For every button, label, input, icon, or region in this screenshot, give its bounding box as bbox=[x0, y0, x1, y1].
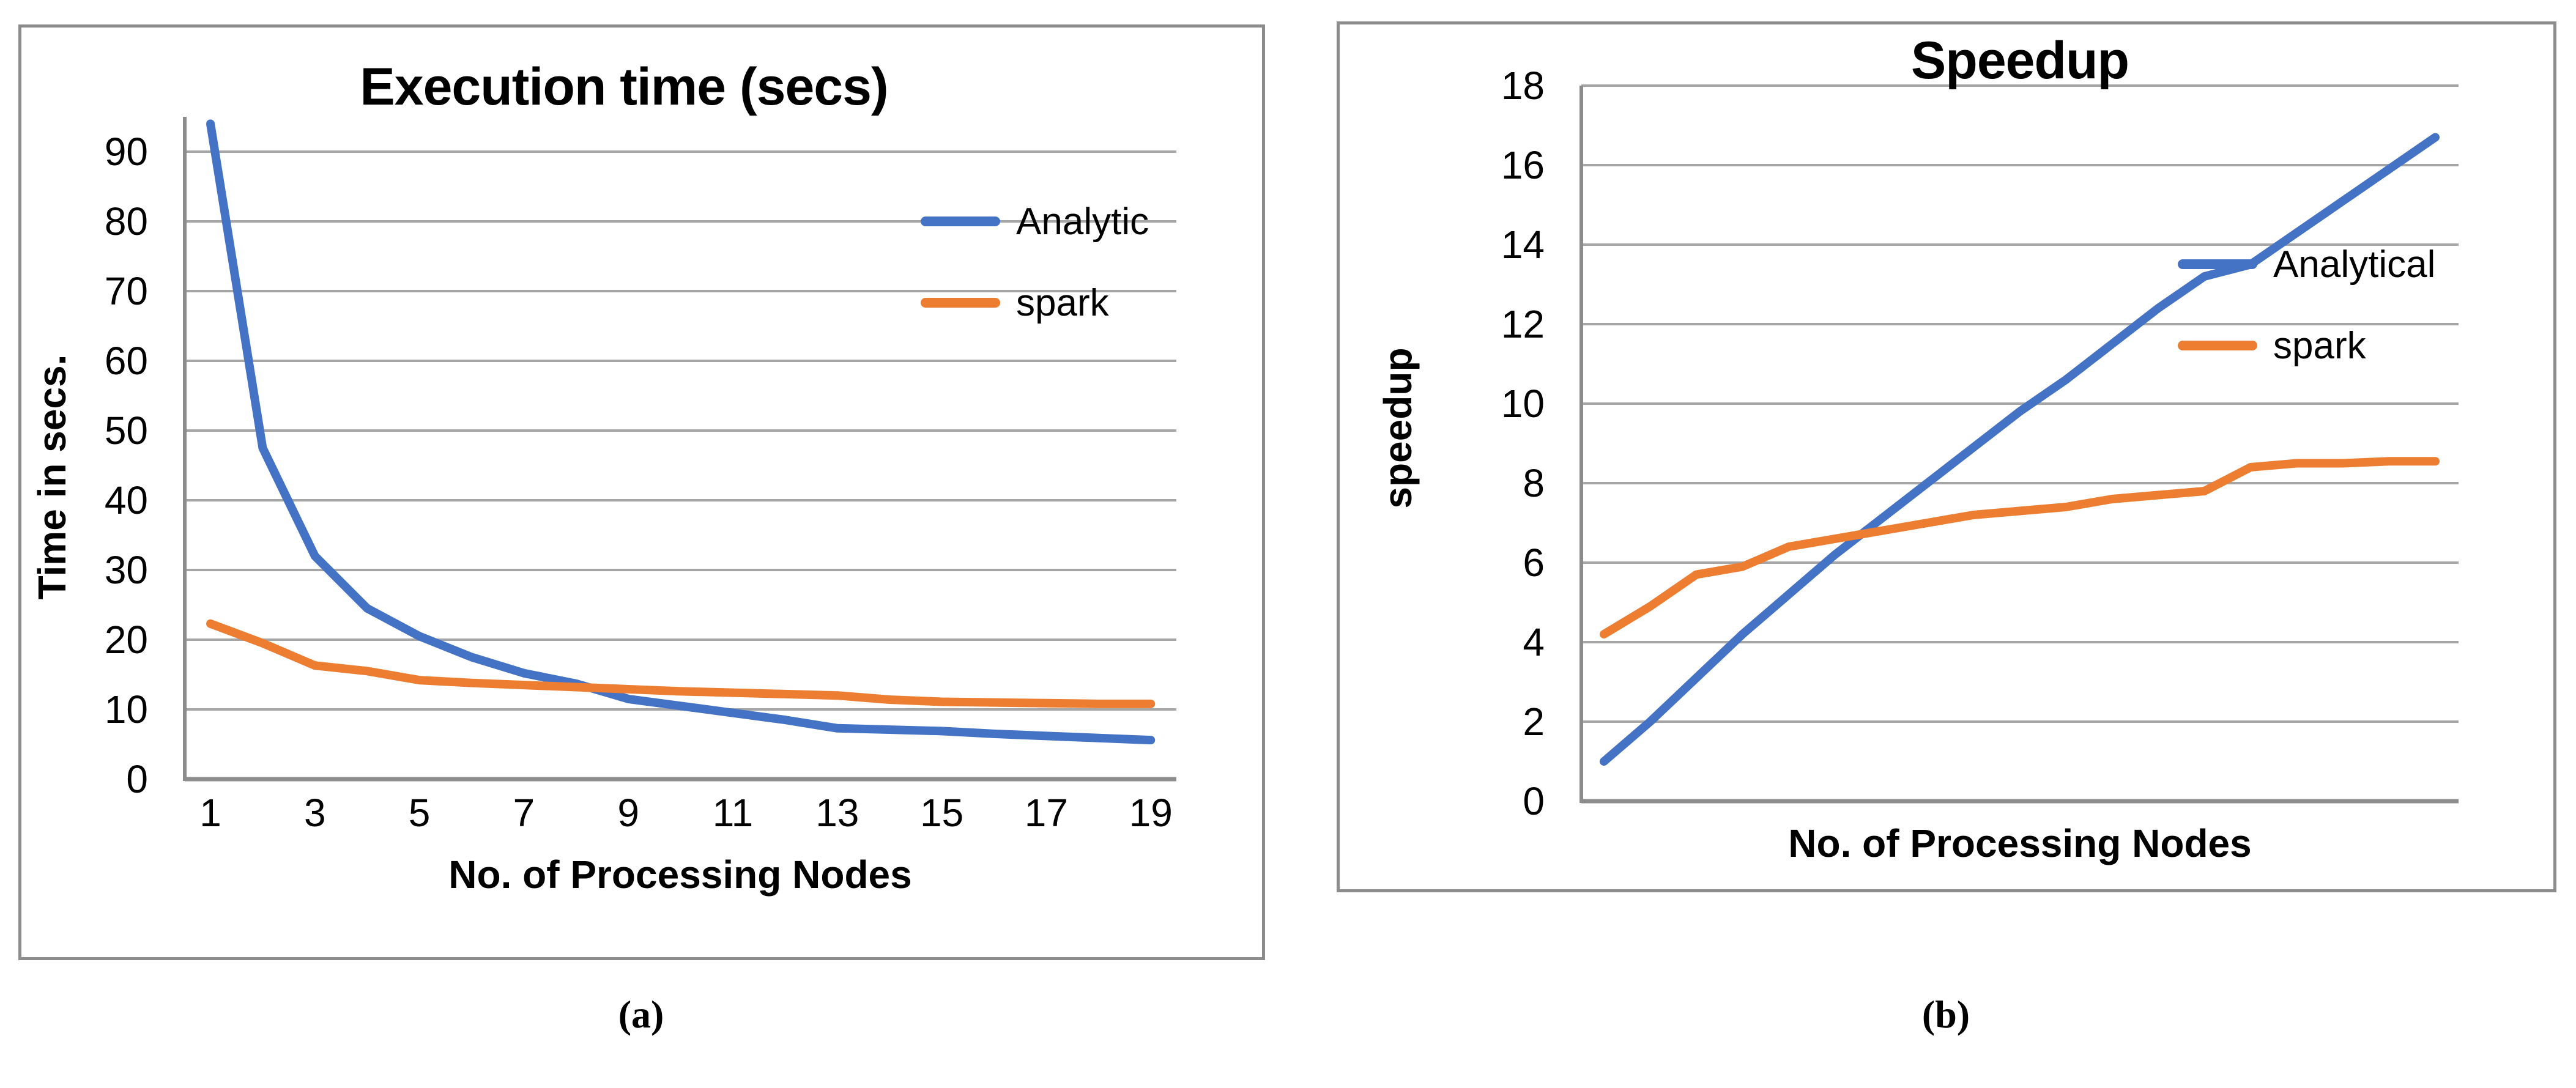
subfigure-caption-b: (b) bbox=[1921, 993, 1970, 1036]
y-tick-label: 90 bbox=[104, 130, 148, 174]
x-tick-label: 5 bbox=[408, 791, 431, 835]
spark-line-swatch bbox=[921, 298, 1000, 308]
speedup-y-axis-label: speedup bbox=[1376, 347, 1420, 509]
x-tick-label: 19 bbox=[1129, 791, 1173, 835]
legend-label: spark bbox=[2273, 324, 2366, 367]
execution-time-title: Execution time (secs) bbox=[360, 57, 888, 116]
speedup-x-axis-label: No. of Processing Nodes bbox=[1788, 821, 2252, 865]
y-tick-label: 30 bbox=[104, 548, 148, 592]
y-tick-label: 8 bbox=[1523, 461, 1545, 505]
legend-item-spark: spark bbox=[2178, 318, 2366, 373]
x-tick-label: 13 bbox=[815, 791, 859, 835]
analytical-line-swatch bbox=[2178, 259, 2257, 269]
execution-time-x-axis-label: No. of Processing Nodes bbox=[448, 853, 912, 897]
y-tick-label: 10 bbox=[1501, 382, 1545, 426]
legend-label: Analytical bbox=[2273, 243, 2436, 286]
series-line-spark bbox=[206, 619, 1156, 708]
y-tick-label: 70 bbox=[104, 269, 148, 313]
y-tick-label: 2 bbox=[1523, 700, 1545, 744]
y-tick-label: 0 bbox=[1523, 779, 1545, 823]
y-tick-label: 50 bbox=[104, 409, 148, 453]
execution-time-plot bbox=[183, 117, 1176, 782]
legend-item-spark: spark bbox=[921, 275, 1109, 330]
y-tick-label: 14 bbox=[1501, 223, 1545, 267]
x-tick-label: 17 bbox=[1024, 791, 1068, 835]
execution-time-chart-panel: Execution time (secs) Time in secs. No. … bbox=[18, 24, 1265, 960]
legend-item-analytic: Analytic bbox=[921, 194, 1149, 249]
y-tick-label: 0 bbox=[126, 757, 148, 801]
x-tick-label: 3 bbox=[304, 791, 326, 835]
x-tick-label: 15 bbox=[920, 791, 964, 835]
y-tick-label: 16 bbox=[1501, 143, 1545, 187]
y-tick-label: 80 bbox=[104, 199, 148, 243]
speedup-chart-panel: Speedup speedup No. of Processing Nodes … bbox=[1337, 21, 2556, 892]
x-tick-label: 7 bbox=[513, 791, 535, 835]
legend-item-analytical: Analytical bbox=[2178, 237, 2435, 292]
y-tick-label: 6 bbox=[1523, 541, 1545, 585]
y-tick-label: 18 bbox=[1501, 64, 1545, 108]
legend-label: spark bbox=[1016, 281, 1109, 324]
y-tick-label: 4 bbox=[1523, 620, 1545, 664]
x-tick-label: 9 bbox=[617, 791, 639, 835]
analytic-line-swatch bbox=[921, 216, 1000, 226]
series-line-analytic bbox=[206, 119, 1156, 745]
y-tick-label: 40 bbox=[104, 478, 148, 522]
series-line-analytical bbox=[1600, 133, 2440, 766]
x-tick-label: 1 bbox=[199, 791, 221, 835]
y-tick-label: 12 bbox=[1501, 302, 1545, 346]
legend-label: Analytic bbox=[1016, 200, 1149, 243]
subfigure-caption-a: (a) bbox=[618, 993, 664, 1036]
spark-line-swatch bbox=[2178, 341, 2257, 350]
y-tick-label: 60 bbox=[104, 339, 148, 383]
speedup-title: Speedup bbox=[1910, 31, 2129, 90]
x-tick-label: 11 bbox=[712, 791, 754, 835]
y-tick-label: 20 bbox=[104, 618, 148, 662]
speedup-plot bbox=[1579, 84, 2459, 804]
y-tick-label: 10 bbox=[104, 687, 148, 731]
series-line-spark bbox=[1600, 457, 2440, 638]
